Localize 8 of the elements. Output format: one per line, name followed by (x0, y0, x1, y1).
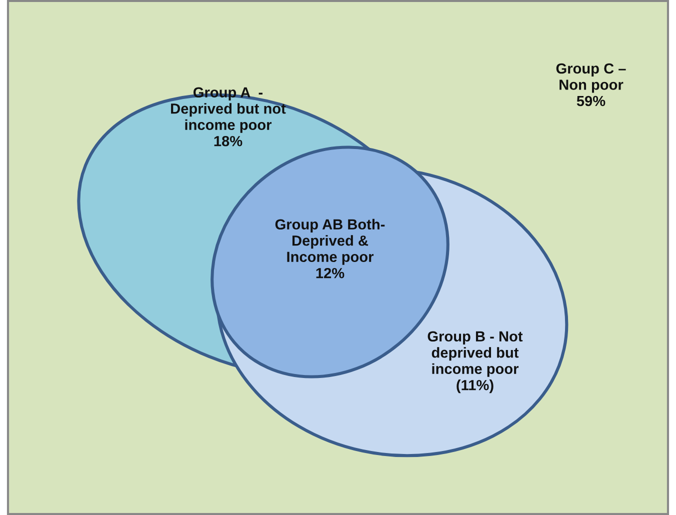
data-label: 59% (576, 96, 606, 106)
category-label: Group AB Both- Deprived & Income poor (275, 218, 385, 265)
data-label: 18% (214, 136, 242, 146)
category-label: Group B - Not deprived but income poor (428, 331, 523, 377)
data-label: 12% (316, 268, 344, 278)
data-label: (11%) (456, 380, 494, 394)
category-label: Group A - Deprived but not income poor (171, 87, 286, 133)
category-label: Group C – Non poor (556, 63, 626, 93)
